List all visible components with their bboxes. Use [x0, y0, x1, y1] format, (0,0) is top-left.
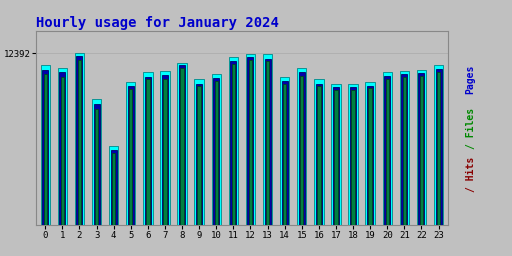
Bar — [331, 83, 340, 225]
Bar — [418, 73, 424, 225]
Bar — [369, 88, 372, 225]
Bar — [366, 82, 375, 225]
Bar — [76, 56, 82, 225]
Bar — [179, 66, 185, 225]
Bar — [249, 60, 252, 225]
Bar — [299, 72, 305, 225]
Bar — [420, 76, 423, 225]
Bar — [112, 153, 115, 225]
Bar — [126, 82, 136, 225]
Text: / Hits: / Hits — [466, 157, 476, 192]
Bar — [59, 72, 66, 225]
Text: Pages: Pages — [466, 65, 476, 94]
Bar — [246, 54, 255, 225]
Bar — [266, 61, 269, 225]
Bar — [265, 59, 270, 225]
Bar — [92, 99, 101, 225]
Bar — [367, 86, 373, 225]
Bar — [111, 150, 117, 225]
Bar — [42, 70, 48, 225]
Bar — [196, 83, 202, 225]
Bar — [283, 84, 286, 225]
Bar — [75, 53, 84, 225]
Bar — [95, 109, 98, 225]
Bar — [351, 90, 355, 225]
Bar — [128, 86, 134, 225]
Bar — [333, 87, 339, 225]
Bar — [350, 87, 356, 225]
Bar — [317, 86, 321, 225]
Bar — [417, 70, 426, 225]
Bar — [316, 83, 322, 225]
Bar — [229, 57, 238, 225]
Bar — [160, 71, 169, 225]
Bar — [436, 69, 441, 225]
Bar — [44, 74, 47, 225]
Bar — [198, 86, 201, 225]
Bar — [94, 104, 99, 225]
Bar — [314, 79, 324, 225]
Bar — [214, 78, 219, 225]
Bar — [247, 57, 253, 225]
Bar — [230, 61, 237, 225]
Bar — [195, 79, 204, 225]
Bar — [177, 63, 187, 225]
Bar — [40, 66, 50, 225]
Bar — [143, 72, 153, 225]
Bar — [60, 77, 64, 225]
Bar — [334, 90, 338, 225]
Bar — [163, 79, 167, 225]
Bar — [211, 74, 221, 225]
Bar — [297, 68, 307, 225]
Bar — [162, 75, 168, 225]
Bar — [129, 89, 133, 225]
Bar — [401, 74, 408, 225]
Bar — [231, 64, 235, 225]
Bar — [386, 79, 389, 225]
Bar — [400, 71, 409, 225]
Text: Hourly usage for January 2024: Hourly usage for January 2024 — [36, 16, 279, 29]
Bar — [385, 76, 390, 225]
Bar — [402, 77, 406, 225]
Bar — [180, 68, 184, 225]
Bar — [58, 68, 67, 225]
Bar — [263, 54, 272, 225]
Text: / Files: / Files — [466, 108, 476, 148]
Bar — [280, 77, 289, 225]
Bar — [282, 81, 288, 225]
Bar — [215, 81, 218, 225]
Bar — [109, 146, 118, 225]
Bar — [300, 76, 304, 225]
Bar — [145, 77, 151, 225]
Bar — [78, 60, 81, 225]
Bar — [146, 79, 150, 225]
Bar — [382, 72, 392, 225]
Bar — [437, 72, 440, 225]
Bar — [434, 66, 443, 225]
Bar — [348, 83, 358, 225]
